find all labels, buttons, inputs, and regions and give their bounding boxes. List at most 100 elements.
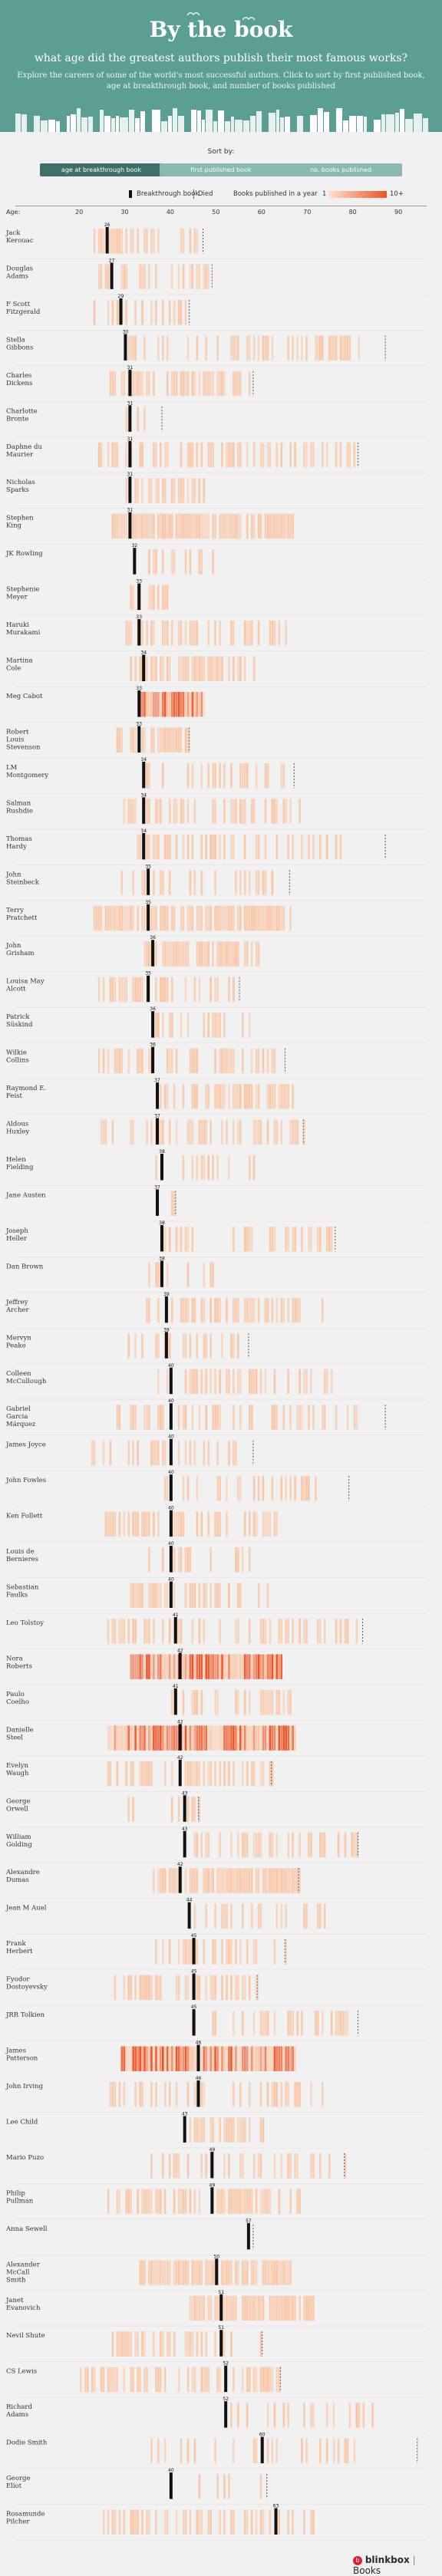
book-mark (312, 2153, 315, 2179)
book-mark (160, 1119, 162, 1145)
shelf-book (67, 116, 70, 132)
book-mark (132, 229, 134, 254)
book-mark (93, 1440, 96, 1466)
book-mark (266, 442, 269, 468)
book-mark (114, 229, 117, 254)
book-mark (305, 2295, 308, 2321)
breakthrough-marker (128, 369, 132, 397)
legend-scale-min: 1 (322, 190, 327, 198)
book-mark (111, 371, 114, 397)
book-mark (111, 299, 114, 325)
book-mark (200, 692, 203, 717)
book-mark (239, 2082, 242, 2107)
sort-first-book-button[interactable]: first published book (160, 163, 282, 176)
book-mark (182, 2046, 185, 2071)
book-mark (104, 905, 107, 931)
book-mark (226, 1868, 228, 1893)
shelf-book (34, 116, 40, 132)
book-mark (285, 2260, 287, 2285)
book-mark (180, 1013, 183, 1038)
book-mark (191, 478, 194, 503)
book-mark (289, 1689, 292, 1715)
book-mark (80, 2367, 82, 2393)
sort-books-count-button[interactable]: no. books published (279, 163, 402, 176)
book-mark (162, 977, 164, 1003)
book-mark (207, 905, 209, 931)
book-mark (269, 513, 272, 539)
book-mark (200, 1689, 203, 1715)
sort-breakthrough-button[interactable]: age at breakthrough book (40, 163, 163, 176)
book-mark (141, 2260, 143, 2285)
book-mark (170, 549, 173, 575)
book-mark (162, 1939, 164, 1965)
book-mark (252, 2260, 256, 2285)
book-mark (132, 2509, 134, 2535)
